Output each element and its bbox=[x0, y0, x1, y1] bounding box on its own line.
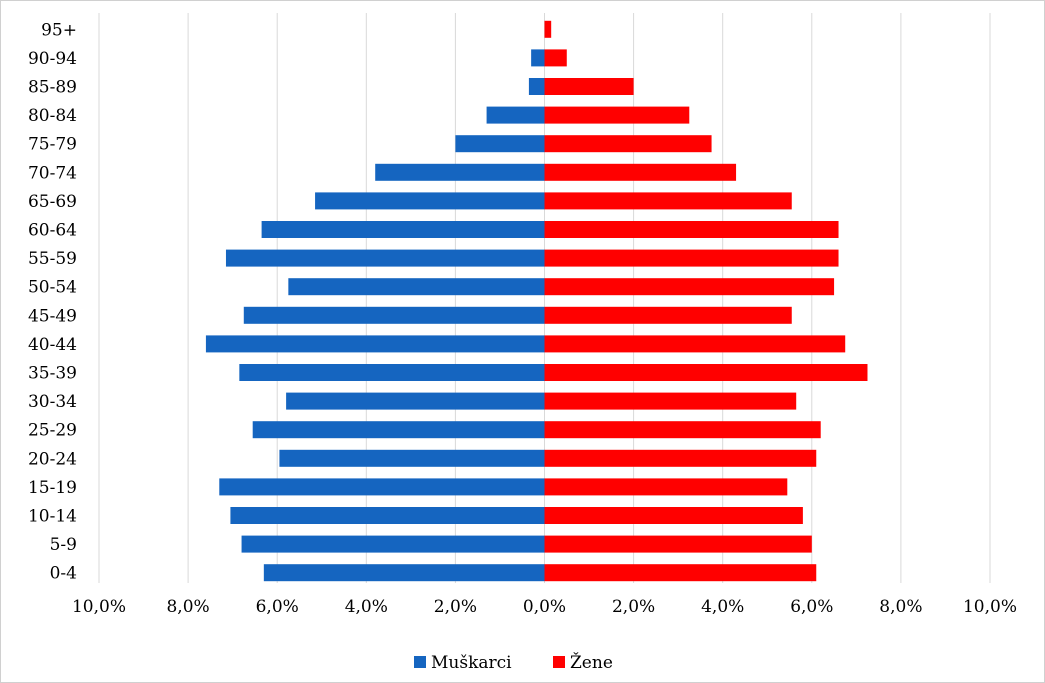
x-tick-label-4: 2,0% bbox=[434, 597, 477, 617]
bar-muskarci-90-94 bbox=[531, 49, 545, 67]
category-label-85-89: 85-89 bbox=[28, 78, 77, 98]
bar-muskarci-50-54 bbox=[288, 278, 545, 296]
bar-zene-45-49 bbox=[544, 306, 792, 324]
category-label-30-34: 30-34 bbox=[28, 392, 77, 412]
category-label-95+: 95+ bbox=[41, 20, 77, 40]
bar-muskarci-60-64 bbox=[261, 221, 545, 238]
bar-zene-0-4 bbox=[544, 564, 817, 582]
bar-muskarci-30-34 bbox=[286, 392, 545, 410]
category-label-35-39: 35-39 bbox=[28, 364, 77, 384]
x-tick-label-8: 6,0% bbox=[790, 597, 833, 617]
legend-label-1: Žene bbox=[570, 652, 613, 673]
gridlines bbox=[98, 13, 991, 583]
axis-labels: 0-4 5-9 10-14 15-19 20-24 25-29 30-34 35-39 40-4… bbox=[28, 20, 1017, 617]
bar-zene-55-59 bbox=[544, 249, 839, 267]
bar-muskarci-55-59 bbox=[225, 249, 545, 267]
category-label-0-4: 0-4 bbox=[50, 564, 77, 584]
category-label-15-19: 15-19 bbox=[28, 478, 77, 498]
bar-muskarci-15-19 bbox=[219, 478, 545, 496]
bar-muskarci-10-14 bbox=[230, 507, 545, 524]
bar-muskarci-80-84 bbox=[486, 106, 545, 124]
x-tick-label-5: 0,0% bbox=[523, 597, 566, 617]
bar-zene-90-94 bbox=[544, 49, 567, 67]
category-label-80-84: 80-84 bbox=[28, 106, 77, 126]
bar-zene-65-69 bbox=[544, 192, 792, 210]
x-tick-label-1: 8,0% bbox=[166, 597, 209, 617]
bar-zene-5-9 bbox=[544, 535, 812, 553]
bar-muskarci-65-69 bbox=[315, 192, 545, 210]
bar-zene-75-79 bbox=[544, 135, 712, 153]
bar-muskarci-70-74 bbox=[375, 163, 545, 181]
bar-muskarci-25-29 bbox=[252, 421, 545, 439]
legend: Muškarci Žene bbox=[414, 652, 613, 673]
bar-zene-60-64 bbox=[544, 221, 839, 238]
bar-zene-25-29 bbox=[544, 421, 821, 439]
x-tick-label-0: 10,0% bbox=[72, 597, 126, 617]
bar-zene-50-54 bbox=[544, 278, 835, 296]
bar-zene-15-19 bbox=[544, 478, 788, 496]
x-tick-label-2: 6,0% bbox=[256, 597, 299, 617]
bar-zene-95+ bbox=[544, 20, 552, 38]
bar-muskarci-85-89 bbox=[528, 78, 545, 95]
bar-zene-30-34 bbox=[544, 392, 797, 410]
bar-zene-40-44 bbox=[544, 335, 846, 353]
x-tick-label-9: 8,0% bbox=[879, 597, 922, 617]
bar-zene-80-84 bbox=[544, 106, 690, 124]
category-label-90-94: 90-94 bbox=[28, 49, 77, 69]
category-label-25-29: 25-29 bbox=[28, 421, 77, 441]
x-tick-label-10: 10,0% bbox=[963, 597, 1017, 617]
category-label-70-74: 70-74 bbox=[28, 163, 77, 183]
category-label-60-64: 60-64 bbox=[28, 221, 77, 241]
bars bbox=[205, 20, 868, 582]
x-tick-label-3: 4,0% bbox=[345, 597, 388, 617]
bar-muskarci-45-49 bbox=[243, 306, 545, 324]
x-tick-label-7: 4,0% bbox=[701, 597, 744, 617]
legend-swatch-0 bbox=[414, 656, 426, 668]
category-label-5-9: 5-9 bbox=[50, 535, 77, 555]
bar-zene-85-89 bbox=[544, 78, 634, 95]
category-label-50-54: 50-54 bbox=[28, 278, 77, 298]
category-label-10-14: 10-14 bbox=[28, 507, 77, 527]
legend-swatch-1 bbox=[553, 656, 565, 668]
bar-zene-20-24 bbox=[544, 449, 817, 467]
category-label-75-79: 75-79 bbox=[28, 135, 77, 155]
bar-muskarci-35-39 bbox=[239, 364, 545, 381]
x-tick-label-6: 2,0% bbox=[612, 597, 655, 617]
bar-zene-35-39 bbox=[544, 364, 868, 381]
bar-zene-10-14 bbox=[544, 507, 803, 524]
category-label-45-49: 45-49 bbox=[28, 306, 77, 326]
category-label-65-69: 65-69 bbox=[28, 192, 77, 212]
bar-muskarci-75-79 bbox=[455, 135, 545, 153]
bar-muskarci-0-4 bbox=[263, 564, 545, 582]
legend-label-0: Muškarci bbox=[431, 653, 512, 673]
bar-muskarci-5-9 bbox=[241, 535, 545, 553]
category-label-55-59: 55-59 bbox=[28, 249, 77, 269]
category-label-20-24: 20-24 bbox=[28, 449, 77, 469]
category-label-40-44: 40-44 bbox=[28, 335, 77, 355]
bar-muskarci-40-44 bbox=[205, 335, 545, 353]
bar-zene-70-74 bbox=[544, 163, 737, 181]
bar-muskarci-20-24 bbox=[279, 449, 545, 467]
